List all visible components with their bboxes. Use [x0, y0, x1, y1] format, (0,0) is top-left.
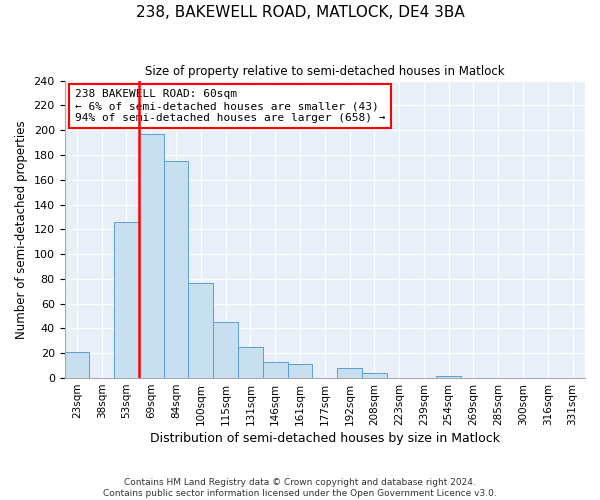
- Text: Contains HM Land Registry data © Crown copyright and database right 2024.
Contai: Contains HM Land Registry data © Crown c…: [103, 478, 497, 498]
- Bar: [362, 373, 387, 378]
- Bar: [114, 222, 139, 378]
- Bar: [139, 134, 164, 378]
- Bar: [337, 368, 362, 378]
- X-axis label: Distribution of semi-detached houses by size in Matlock: Distribution of semi-detached houses by …: [150, 432, 500, 445]
- Bar: [287, 364, 313, 378]
- Bar: [164, 161, 188, 378]
- Bar: [213, 322, 238, 378]
- Text: 238 BAKEWELL ROAD: 60sqm
← 6% of semi-detached houses are smaller (43)
94% of se: 238 BAKEWELL ROAD: 60sqm ← 6% of semi-de…: [75, 90, 385, 122]
- Bar: [263, 362, 287, 378]
- Bar: [238, 347, 263, 378]
- Bar: [188, 282, 213, 378]
- Bar: [65, 352, 89, 378]
- Bar: [436, 376, 461, 378]
- Y-axis label: Number of semi-detached properties: Number of semi-detached properties: [15, 120, 28, 338]
- Text: 238, BAKEWELL ROAD, MATLOCK, DE4 3BA: 238, BAKEWELL ROAD, MATLOCK, DE4 3BA: [136, 5, 464, 20]
- Title: Size of property relative to semi-detached houses in Matlock: Size of property relative to semi-detach…: [145, 65, 505, 78]
